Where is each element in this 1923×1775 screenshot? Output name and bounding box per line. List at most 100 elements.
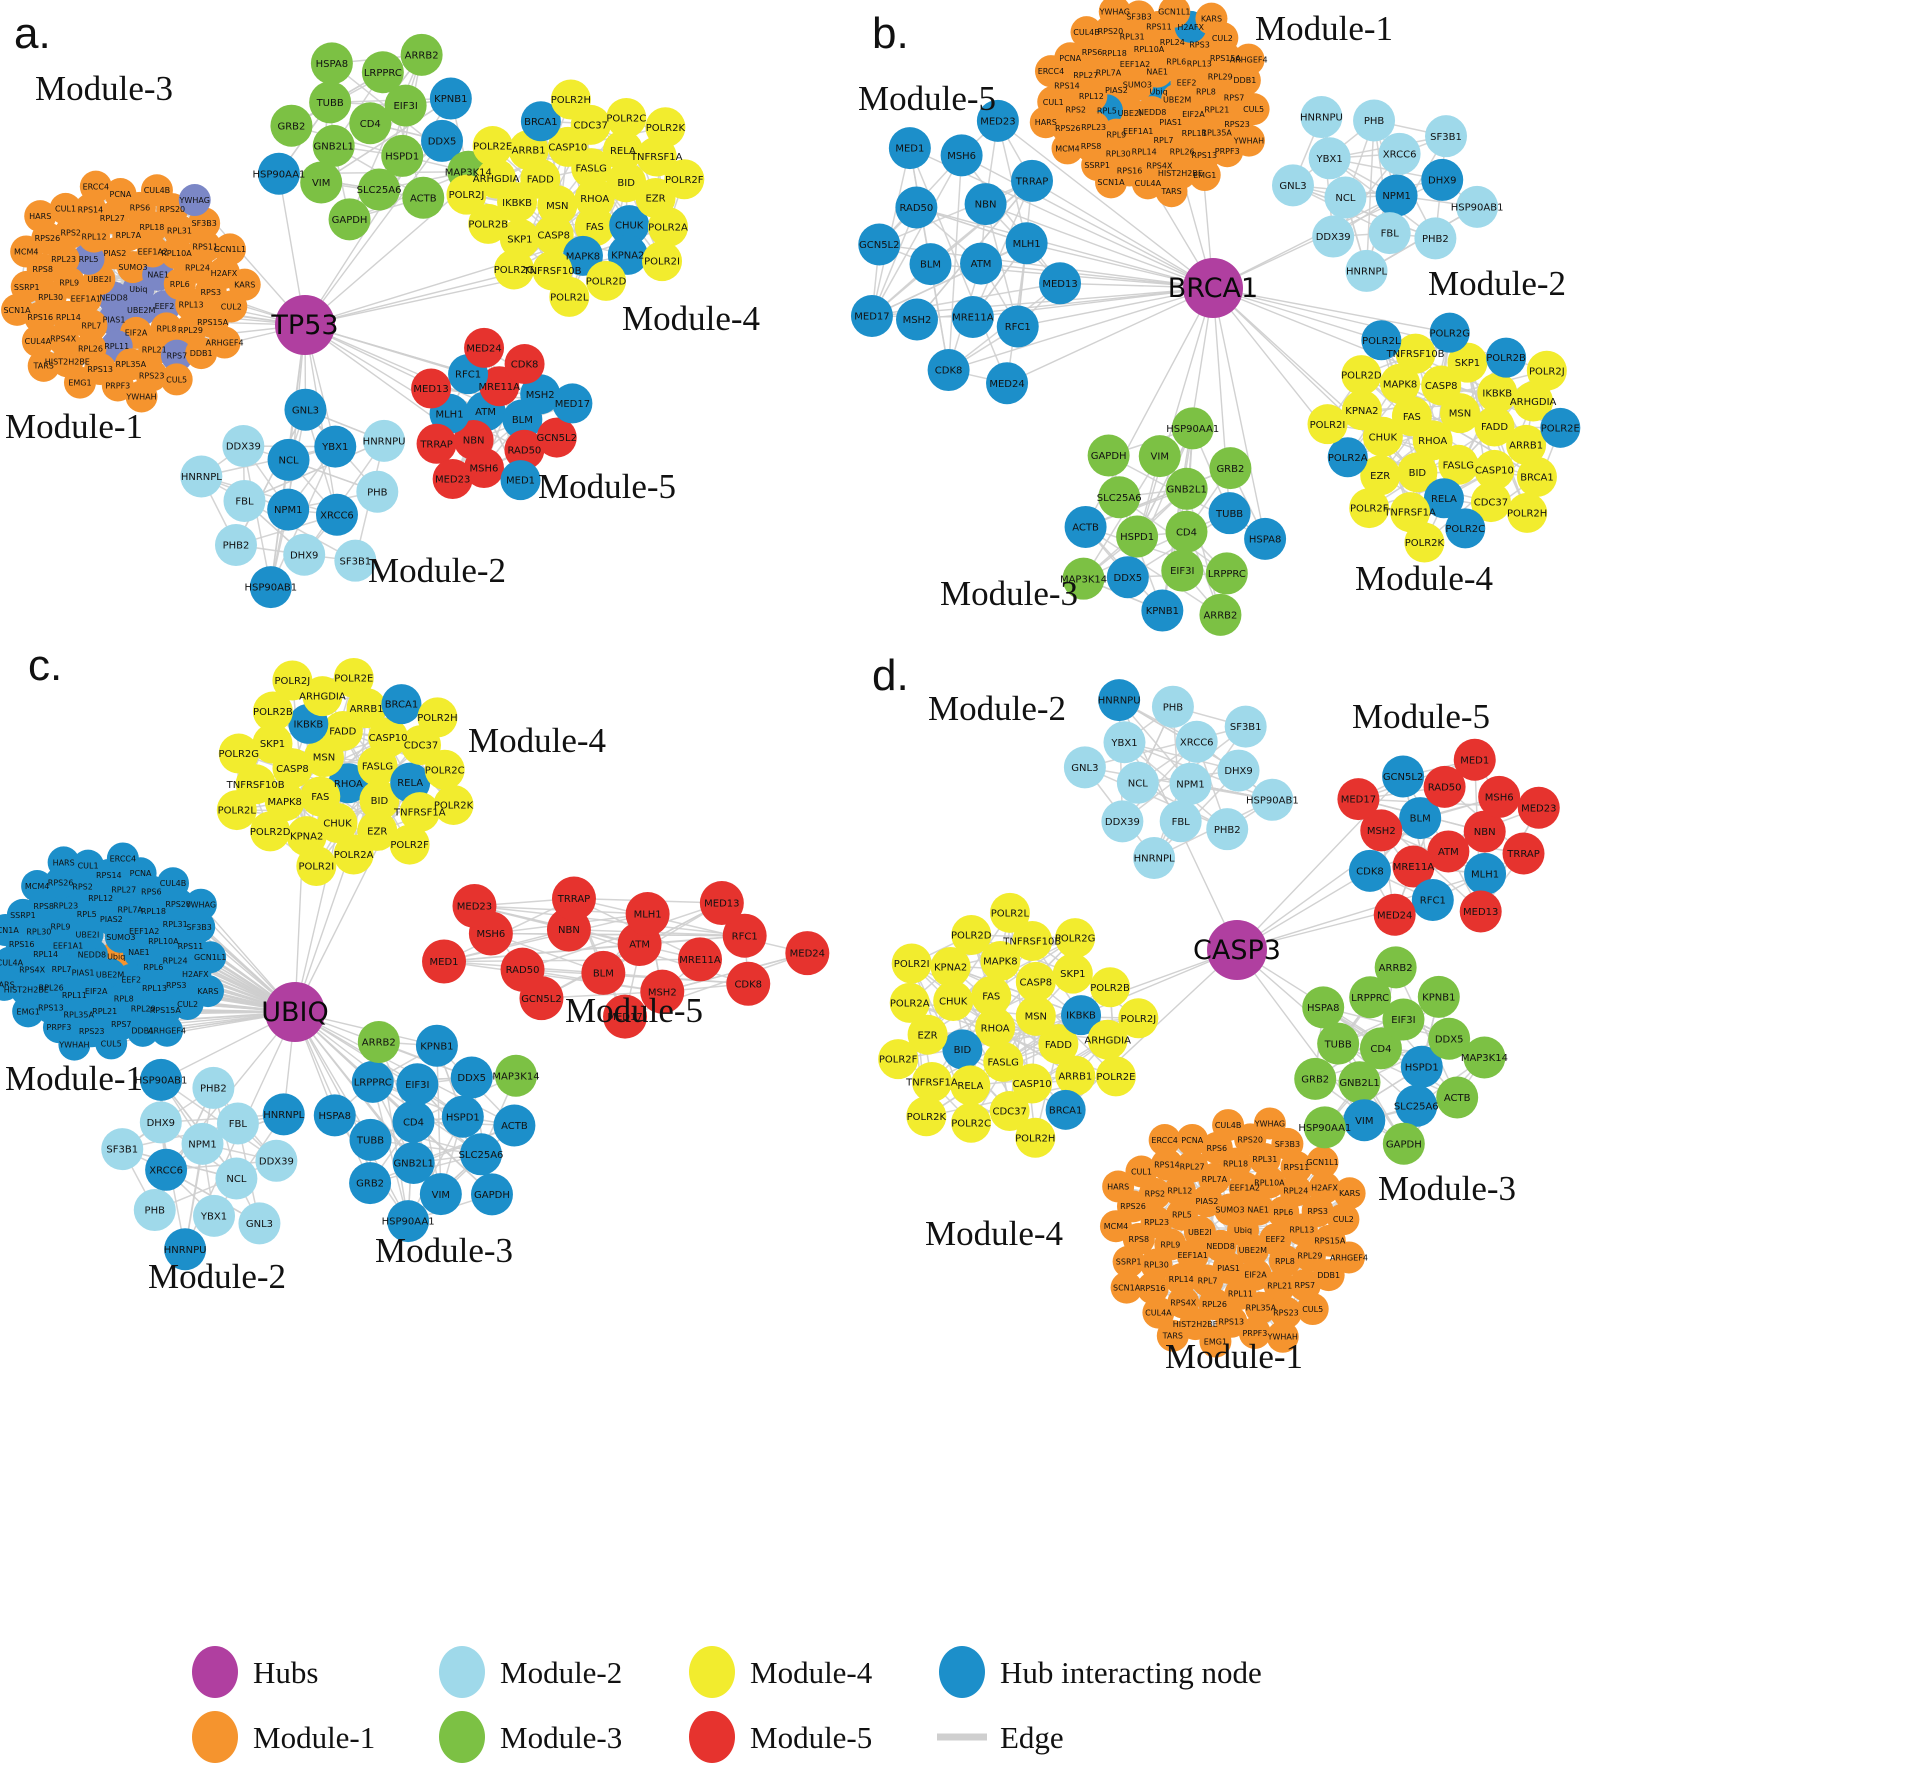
node-MSH2 [640,969,685,1014]
module-label-a-Module-5: Module-5 [538,467,676,506]
node-ARHGEF4 [1232,43,1265,76]
node-MED17 [603,994,648,1039]
node-ARRB1 [1506,424,1547,465]
node-ARHGDIA [1087,1019,1128,1060]
node-MCM4 [21,869,54,902]
node-NBN [964,183,1007,226]
node-TNFRSF10B [1012,920,1053,961]
node-MSH2 [1360,809,1403,852]
legend-label-hub-interacting-node: Hub interacting node [1000,1655,1262,1690]
edge [1085,467,1231,528]
node-MAPK8 [1380,363,1421,404]
node-TRRAP [416,423,457,464]
node-POLR2I [296,846,337,887]
node-RAD50 [504,429,545,470]
hub-edge [961,154,1214,289]
node-DDX39 [1312,215,1355,258]
node-EMG1 [63,366,96,399]
node-NPM1 [267,488,310,531]
hub-edge [1006,287,1214,384]
node-POLR2I [891,943,932,984]
node-ERCC4 [1148,1123,1181,1156]
node-LRPPRC [351,1060,394,1103]
node-RFC1 [996,305,1039,348]
edge [573,897,808,954]
node-POLR2G [218,733,259,774]
node-PHB2 [1414,217,1457,260]
node-MED23 [976,99,1019,142]
node-TRRAP [551,876,596,921]
node-POLR2D [250,811,291,852]
node-BID [359,780,400,821]
node-MLH1 [1005,222,1048,265]
node-H2AFX [1308,1171,1341,1204]
edge [568,928,749,985]
edge [1085,526,1221,616]
node-KARS [192,975,225,1008]
node-POLR2F [389,824,430,865]
node-RPL24 [1279,1174,1312,1207]
node-POLR2K [906,1096,947,1137]
node-DDX39 [255,1139,298,1182]
node-CDK8 [726,961,771,1006]
node-ATM [960,242,1003,285]
node-CASP10 [368,717,409,758]
node-GRB2 [349,1162,392,1205]
node-POLR2F [1349,488,1390,529]
node-ACTB [493,1104,536,1147]
edge [602,902,723,974]
edge [244,440,385,502]
node-MED24 [464,327,505,368]
node-MCM4 [1099,1210,1132,1243]
edge [490,932,745,937]
node-XRCC6 [1175,720,1218,763]
node-TARS [0,968,21,1001]
node-CDC37 [1470,482,1511,523]
node-SCN1A [1110,1271,1143,1304]
node-DHX9 [139,1101,182,1144]
node-CUL5 [160,363,193,396]
legend-swatch-hub-interacting-node [939,1646,985,1698]
node-HSPA8 [310,42,353,85]
panel-letter-c: c. [28,641,62,690]
node-HSP90AA1 [387,1200,430,1243]
node-YWHAH [1266,1320,1299,1353]
node-BRCA1 [1045,1089,1086,1130]
node-CDK8 [1348,849,1391,892]
node-TUBB [349,1118,392,1161]
node-CUL5 [1296,1293,1329,1326]
node-HSPD1 [381,134,424,177]
node-POLR2D [586,260,627,301]
node-HARS [1102,1170,1135,1203]
node-FADD [1038,1024,1079,1065]
node-POLR2J [1118,998,1159,1039]
node-CUL4B [140,174,173,207]
edge [444,958,701,963]
node-CD4 [349,102,392,145]
node-MED24 [986,362,1029,405]
node-PHB2 [192,1066,235,1109]
hub-edge [916,206,1214,289]
hub-label-CASP3: CASP3 [1193,935,1281,966]
node-POLR2J [1526,350,1567,391]
node-FBL [1368,212,1411,255]
node-EIF3I [1382,998,1425,1041]
node-ARRB1 [346,688,387,729]
node-MED1 [500,460,541,501]
node-RELA [602,130,643,171]
node-DDX5 [450,1056,493,1099]
node-GNL3 [1271,164,1314,207]
panel-letter-a: a. [14,9,51,58]
node-HARS [47,846,80,879]
node-MED13 [699,881,744,926]
node-YWHAG [178,184,211,217]
node-ACTB [1064,505,1107,548]
node-VIM [1138,435,1181,478]
node-MED1 [1453,738,1496,781]
node-ARRB1 [1055,1055,1096,1096]
node-KPNB1 [1141,589,1184,632]
node-GRB2 [1209,447,1252,490]
legend-label-module-5: Module-5 [750,1720,872,1755]
node-CASP8 [1015,961,1056,1002]
node-POLR2B [252,691,293,732]
